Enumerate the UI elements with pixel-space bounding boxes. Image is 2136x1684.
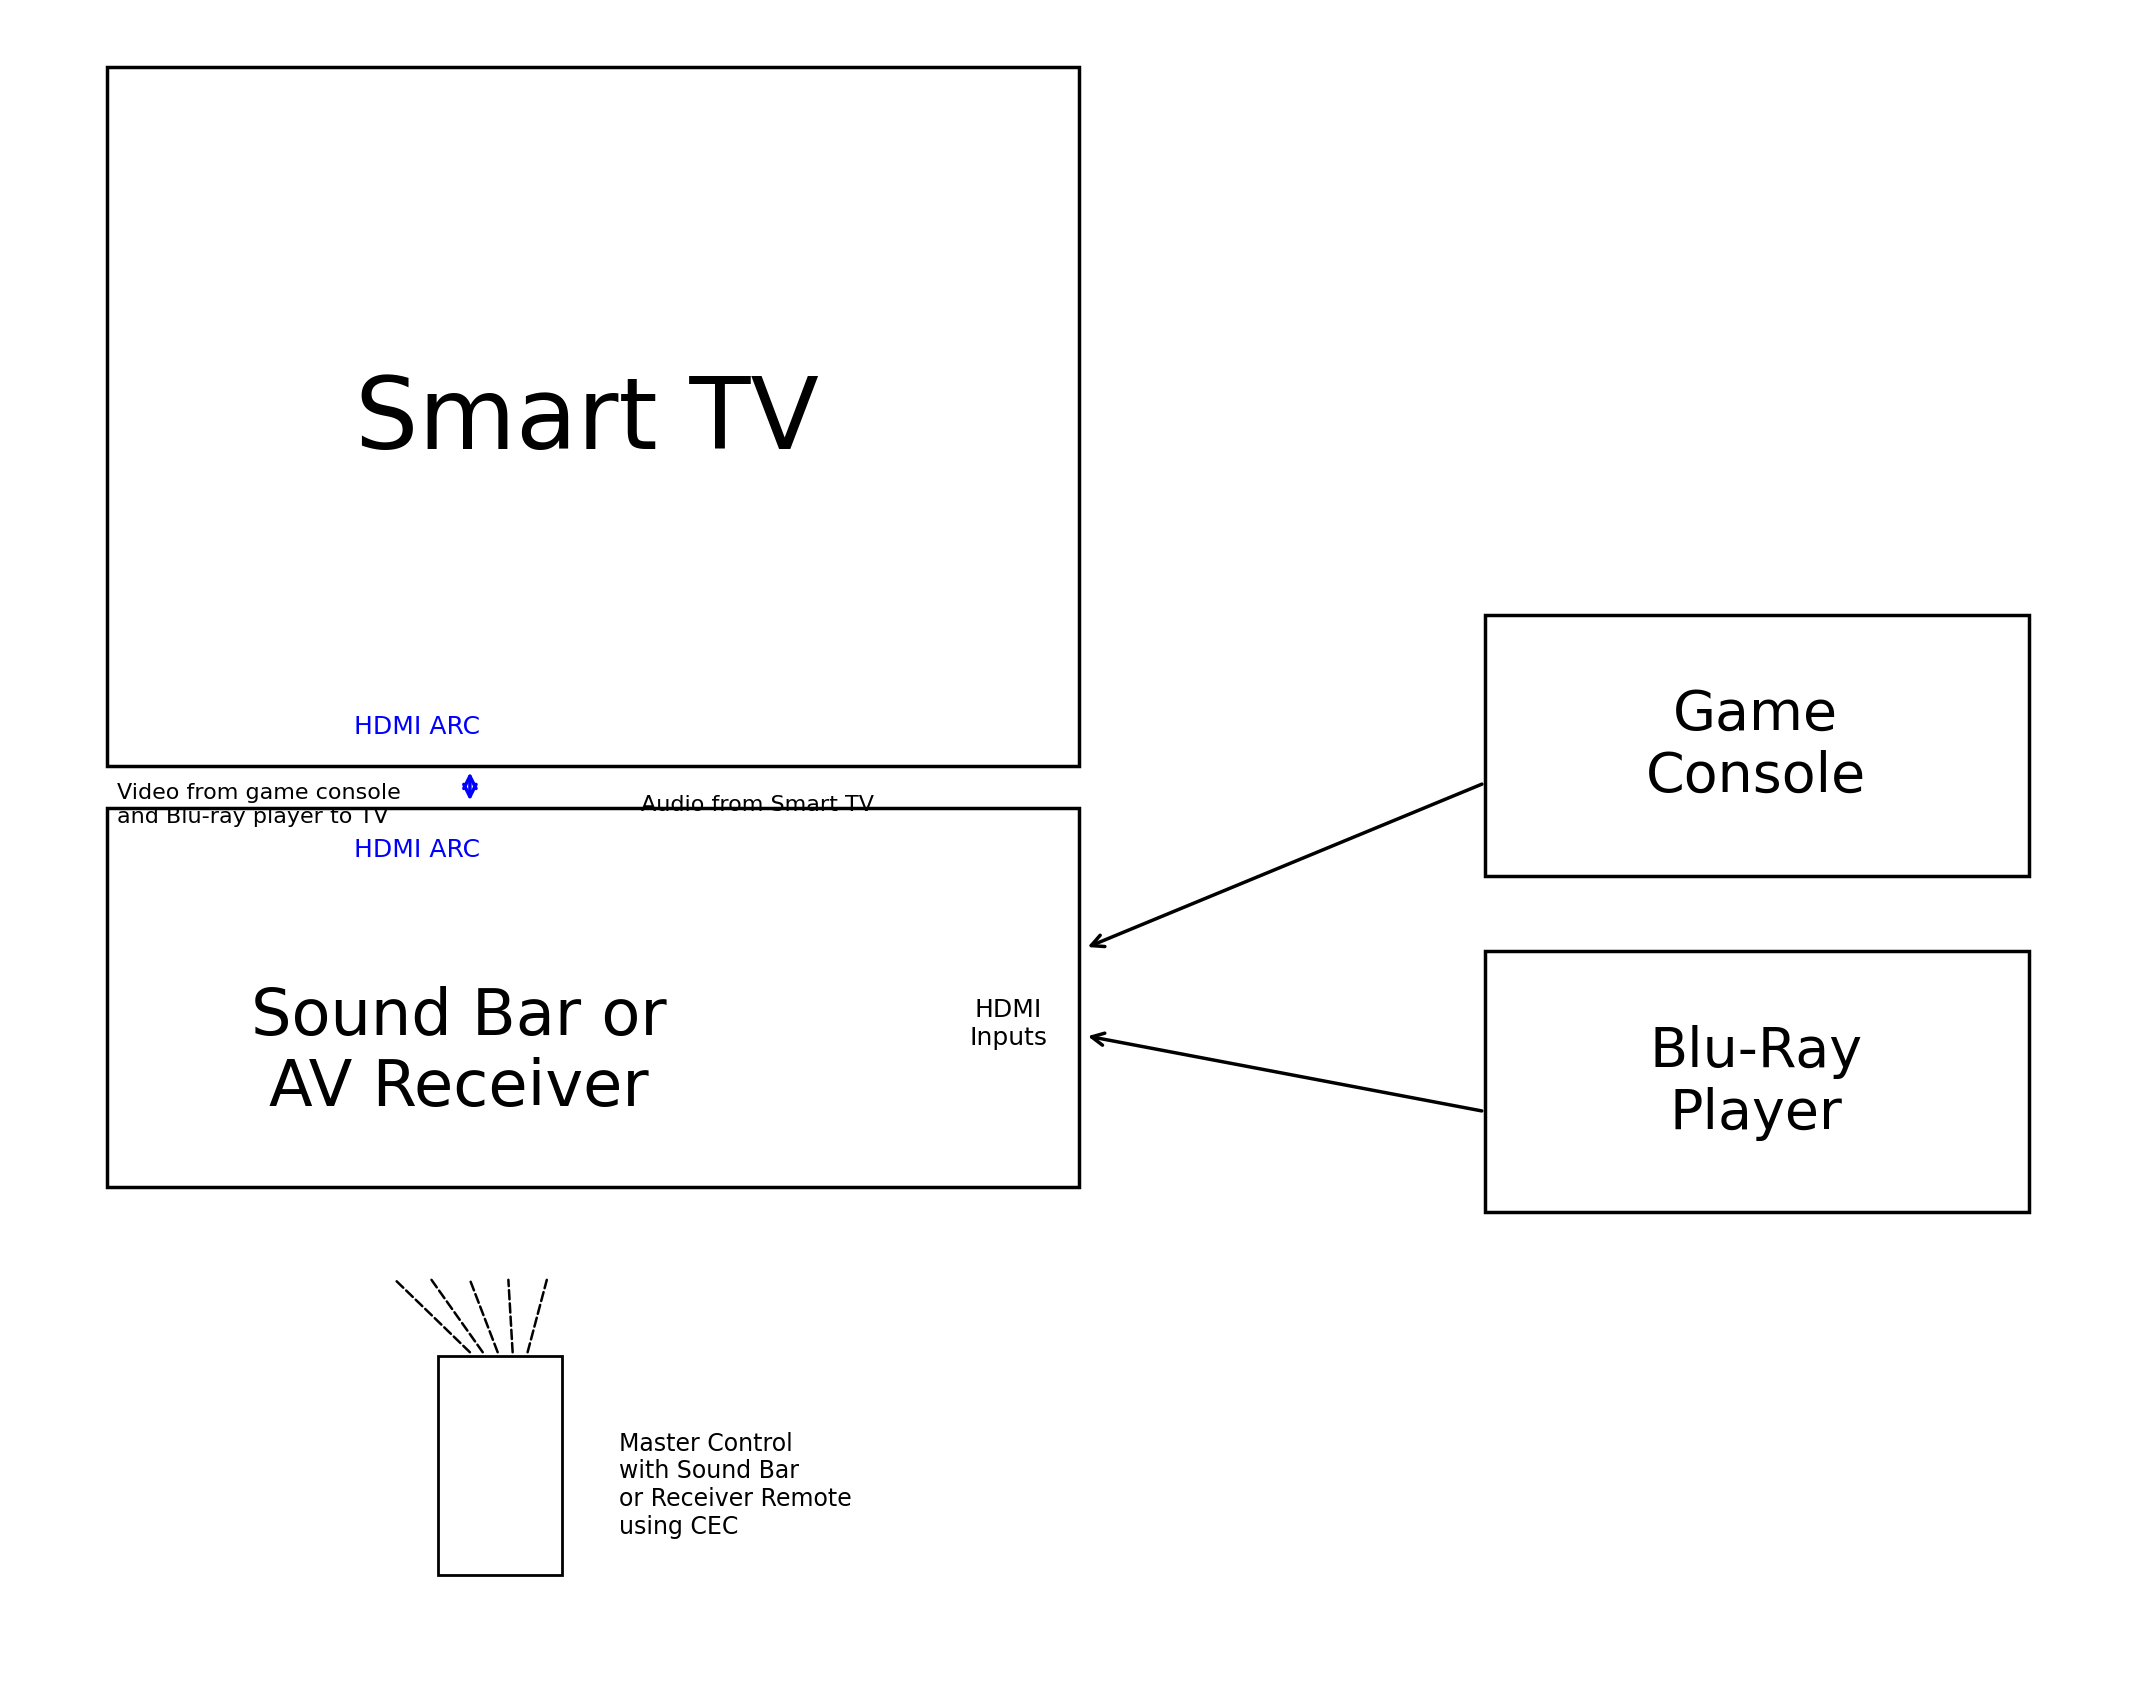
Bar [1485,615,2029,876]
Text: HDMI ARC: HDMI ARC [355,839,478,862]
Bar [107,67,1079,766]
Text: Audio from Smart TV: Audio from Smart TV [641,795,874,815]
Bar [1485,951,2029,1212]
Text: Game
Console: Game Console [1645,687,1867,805]
Text: Blu-Ray
Player: Blu-Ray Player [1649,1024,1863,1142]
Text: Video from game console
and Blu-ray player to TV: Video from game console and Blu-ray play… [117,783,402,827]
Text: HDMI ARC: HDMI ARC [355,716,478,739]
Bar [107,808,1079,1187]
Text: Smart TV: Smart TV [355,372,820,470]
Text: HDMI
Inputs: HDMI Inputs [970,999,1047,1049]
Text: Master Control
with Sound Bar
or Receiver Remote
using CEC: Master Control with Sound Bar or Receive… [619,1431,852,1539]
Text: Sound Bar or
AV Receiver: Sound Bar or AV Receiver [252,985,666,1120]
Bar [438,1356,562,1575]
